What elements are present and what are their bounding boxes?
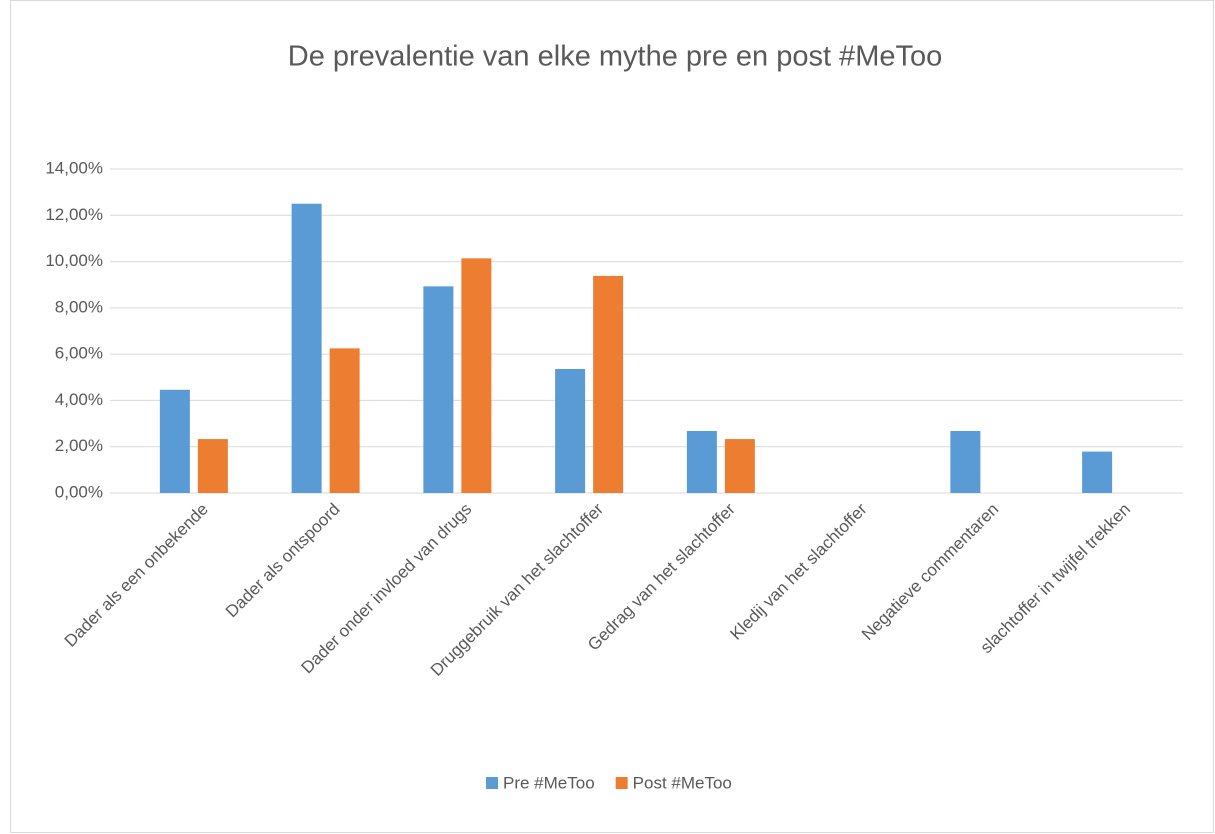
y-tick-label: 4,00% [55,390,103,409]
y-tick-label: 8,00% [55,297,103,316]
bar [593,275,624,493]
bar [159,389,190,493]
bar [329,348,360,493]
y-tick-label: 14,00% [45,158,103,177]
y-tick-label: 2,00% [55,436,103,455]
bar [1082,451,1113,493]
legend-label: Post #MeToo [633,773,732,792]
legend-swatch [615,777,628,789]
bar [197,439,228,493]
bar [555,368,586,493]
y-tick-label: 10,00% [45,251,103,270]
bar [950,430,981,493]
legend-swatch [486,777,498,789]
legend-label: Pre #MeToo [503,773,595,792]
bar [291,203,322,493]
chart-title: De prevalentie van elke mythe pre en pos… [288,41,942,73]
y-tick-label: 0,00% [55,482,103,501]
bar [724,439,755,493]
y-tick-label: 6,00% [55,344,103,363]
bar [423,286,454,493]
bar [686,430,717,493]
y-tick-label: 12,00% [45,205,103,224]
bar [461,258,492,493]
